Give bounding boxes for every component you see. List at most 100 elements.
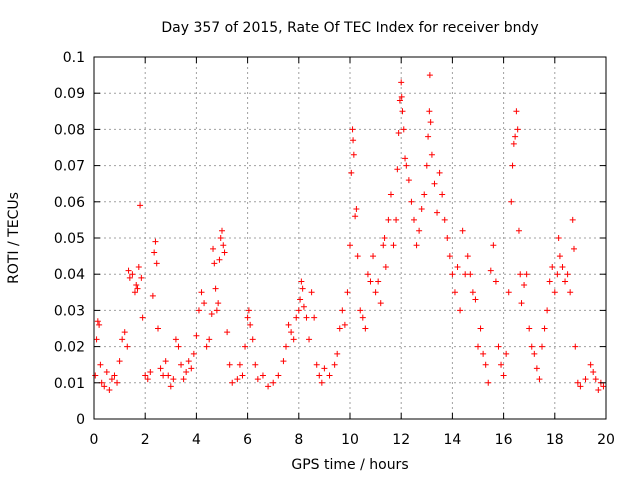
data-point [421,191,428,198]
x-tick-label: 18 [546,432,564,448]
x-tick-label: 12 [392,432,410,448]
data-point [408,198,415,205]
y-tick-label: 0.08 [54,122,85,138]
data-point [370,253,377,260]
data-point [201,300,208,307]
data-point [400,126,407,133]
data-point [133,282,140,289]
data-point [512,133,519,140]
data-point [541,325,548,332]
data-point [347,242,353,249]
data-point [377,300,384,307]
data-point [217,235,224,241]
data-point [326,372,333,379]
data-point [517,271,524,278]
data-point [431,180,438,187]
data-point [254,376,261,383]
data-point [151,249,158,256]
data-point [92,372,99,379]
data-point [144,376,151,383]
data-point [160,372,167,379]
data-point [413,242,420,249]
data-point [364,271,371,278]
data-point [153,260,160,267]
data-point [344,289,351,296]
data-point [454,263,461,270]
data-point [216,256,223,263]
data-point [399,108,406,115]
data-point [554,271,561,278]
data-point [125,267,132,274]
data-point [221,249,228,256]
data-point [451,289,458,296]
axis-ticks [93,56,607,420]
data-point [283,343,289,350]
data-point [426,72,433,79]
data-point [372,289,379,296]
data-point [265,383,272,390]
data-point [521,282,528,289]
data-point [162,358,169,365]
data-point [224,329,231,336]
y-tick-label: 0.1 [63,50,85,66]
data-point [247,321,254,328]
data-point [275,372,282,379]
data-point [211,260,218,267]
data-point [382,263,389,270]
data-point [423,162,430,169]
data-point [403,162,410,169]
data-point [505,289,512,296]
data-point [405,177,412,184]
data-point [395,130,402,137]
data-point [539,343,545,350]
data-point [396,97,403,104]
data-point [299,285,306,292]
data-point [142,372,149,379]
data-point [245,307,252,314]
data-point [533,365,540,372]
data-point [129,271,136,278]
chart-title: Day 357 of 2015, Rate Of TEC Index for r… [161,20,538,36]
data-point [510,140,517,147]
x-tick-label: 2 [141,432,150,448]
data-point [393,216,400,223]
data-point [295,307,302,314]
x-tick-label: 14 [443,432,461,448]
data-point [449,271,456,278]
data-point [577,383,584,390]
data-point [418,206,425,213]
x-tick-label: 20 [597,432,615,448]
data-point [387,191,394,198]
data-point [336,325,343,332]
data-point [293,314,300,321]
data-point [350,137,357,144]
data-point [195,307,202,314]
data-point [236,361,243,368]
data-point [546,278,553,285]
data-point [170,376,177,383]
data-point [124,343,131,350]
data-point [101,383,108,390]
data-point [137,202,144,209]
data-point [311,314,318,321]
data-point [490,242,497,249]
data-point [444,235,451,241]
data-point [172,336,179,343]
data-point [487,267,494,274]
data-point [111,372,118,379]
x-tick-label: 8 [294,432,303,448]
data-point [203,343,210,350]
data-point [348,169,355,176]
data-point [116,358,123,365]
data-point [134,285,141,292]
data-point [416,227,423,234]
data-point [469,289,476,296]
data-point [157,365,164,372]
data-point [544,307,551,314]
data-point [472,296,479,303]
data-point [350,151,357,158]
data-point [569,216,576,223]
